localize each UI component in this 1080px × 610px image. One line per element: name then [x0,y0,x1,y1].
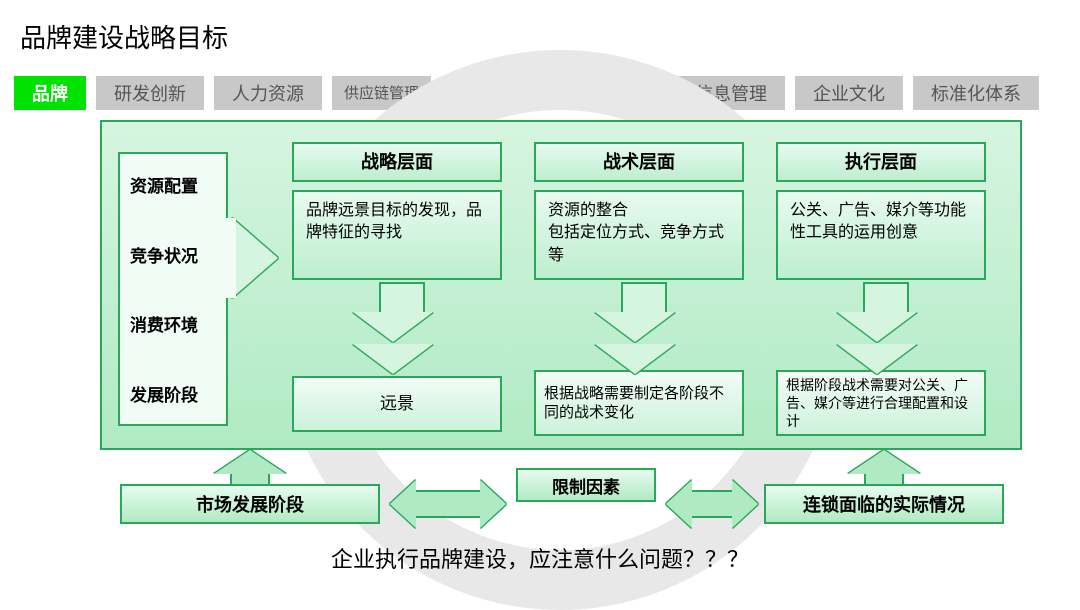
up-arrow-right-icon [848,450,920,484]
col1-down-arrow2-icon [370,344,433,374]
col2-down-arrow2-icon [612,344,675,374]
factor-item: 资源配置 [130,172,216,197]
arrow-right-icon [232,218,278,298]
col2-footer: 根据战略需要制定各阶段不同的战术变化 [534,370,744,436]
bottom-mid-box: 限制因素 [516,468,656,502]
arrow-right-mask [226,218,236,298]
col3-body: 公关、广告、媒介等功能性工具的运用创意 [776,190,986,280]
col1-body: 品牌远景目标的发现，品牌特征的寻找 [292,190,502,280]
col3-footer: 根据阶段战术需要对公关、广告、媒介等进行合理配置和设计 [776,370,986,436]
factor-item: 消费环境 [130,311,216,336]
tab-rd[interactable]: 研发创新 [96,76,204,110]
tab-hr[interactable]: 人力资源 [214,76,322,110]
double-arrow-right-icon [666,480,758,528]
col1-header: 战略层面 [292,142,502,182]
col2-down-arrow-icon [612,282,675,342]
footer-question: 企业执行品牌建设，应注意什么问题？？？ [0,542,1080,574]
bottom-left-box: 市场发展阶段 [120,484,380,524]
col3-down-arrow-icon [854,282,917,342]
tab-culture[interactable]: 企业文化 [795,76,903,110]
col2-body: 资源的整合 包括定位方式、竞争方式等 [534,190,744,280]
col3-header: 执行层面 [776,142,986,182]
tab-standard[interactable]: 标准化体系 [913,76,1039,110]
col3-down-arrow2-icon [854,344,917,374]
bottom-right-box: 连锁面临的实际情况 [764,484,1004,524]
col2-header: 战术层面 [534,142,744,182]
factor-item: 发展阶段 [130,381,216,406]
factor-item: 竞争状况 [130,242,216,267]
col1-down-arrow-icon [370,282,433,342]
tab-brand[interactable]: 品牌 [14,76,86,110]
page-title: 品牌建设战略目标 [20,18,228,55]
col1-footer: 远景 [292,376,502,432]
up-arrow-left-icon [214,450,286,484]
left-factors-box: 资源配置 竞争状况 消费环境 发展阶段 [118,152,228,426]
double-arrow-left-icon [390,480,506,528]
